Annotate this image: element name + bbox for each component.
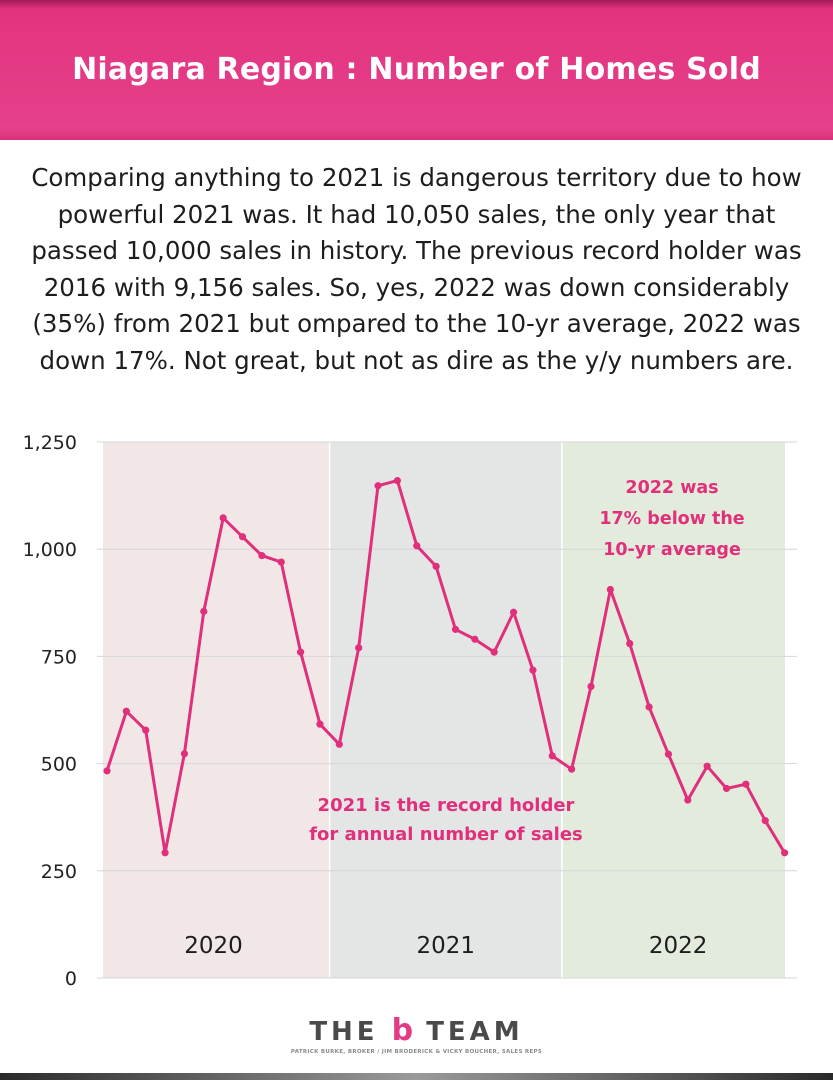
data-point-31 (703, 762, 711, 770)
annotation-2021-line-2: for annual number of sales (309, 824, 583, 845)
data-point-32 (722, 784, 731, 793)
y-tick-label-250: 250 (41, 861, 77, 883)
data-point-15 (393, 476, 401, 485)
data-point-4 (180, 750, 189, 758)
data-point-13 (355, 644, 363, 652)
header-banner (0, 0, 833, 140)
page-title: Niagara Region : Number of Homes Sold (72, 52, 761, 87)
data-point-30 (684, 796, 692, 804)
brand-left: THE (309, 1017, 379, 1047)
data-point-19 (471, 635, 479, 643)
period-band-2021 (329, 442, 562, 978)
data-point-33 (742, 780, 750, 788)
brand-tagline: PATRICK BURKE, BROKER / JIM BRODERICK & … (290, 1049, 543, 1055)
data-point-6 (219, 514, 227, 522)
series-line-0 (105, 479, 787, 855)
annotations: 2022 was 17% below the 10-yr average 202… (309, 478, 745, 845)
data-point-1 (122, 707, 130, 715)
data-point-16 (413, 542, 421, 550)
data-point-0 (103, 767, 111, 775)
period-label-2021: 2021 (417, 933, 476, 959)
data-point-7 (238, 533, 247, 541)
data-point-23 (548, 752, 556, 760)
data-point-14 (374, 482, 382, 490)
brand-right: TEAM (426, 1017, 524, 1047)
series-line-group (103, 476, 789, 857)
data-point-29 (664, 750, 673, 758)
y-tick-label-0: 0 (65, 968, 77, 990)
data-point-18 (451, 625, 460, 633)
annotation-2022-line-3: 10-yr average (603, 540, 741, 560)
bottom-border (0, 1073, 833, 1080)
data-point-26 (606, 585, 614, 594)
annotation-2022-line-1: 2022 was (625, 478, 718, 498)
data-point-12 (335, 740, 343, 748)
gridlines (97, 441, 797, 979)
data-point-3 (161, 849, 169, 857)
y-axis-ticks: 0 250 500 750 1,000 1,250 (23, 432, 77, 990)
period-backgrounds (103, 442, 785, 978)
y-tick-label-1000: 1,000 (23, 539, 77, 561)
annotation-2021-line-1: 2021 is the record holder (318, 795, 575, 816)
data-point-24 (568, 765, 576, 773)
data-point-34 (761, 817, 769, 825)
homes-sold-line-chart: 0 250 500 750 1,000 1,250 2020 2021 2022 2022 w… (23, 432, 797, 990)
data-point-21 (509, 608, 518, 616)
annotation-2022-line-2: 17% below the (599, 509, 744, 529)
brand-logo: THE b TEAM (0, 1013, 833, 1048)
y-tick-label-1250: 1,250 (23, 432, 77, 454)
data-point-9 (277, 558, 285, 566)
data-point-25 (587, 682, 595, 691)
data-point-22 (529, 666, 537, 674)
period-labels: 2020 2021 2022 (184, 933, 707, 959)
y-tick-label-500: 500 (41, 754, 77, 776)
data-point-10 (297, 648, 305, 656)
data-point-11 (316, 720, 324, 728)
data-point-5 (200, 607, 208, 615)
description-text: Comparing anything to 2021 is dangerous … (31, 163, 802, 375)
data-point-35 (781, 849, 789, 857)
brand-mark: b (391, 1013, 414, 1048)
period-label-2022: 2022 (649, 933, 708, 959)
period-band-2020 (103, 442, 330, 978)
period-label-2020: 2020 (184, 933, 243, 959)
data-point-8 (258, 552, 266, 560)
data-point-27 (626, 639, 634, 648)
y-tick-label-750: 750 (41, 646, 77, 668)
data-point-17 (432, 562, 440, 570)
data-point-2 (142, 726, 150, 734)
data-point-28 (645, 703, 653, 711)
period-band-2022 (561, 442, 785, 978)
data-point-20 (490, 648, 498, 656)
